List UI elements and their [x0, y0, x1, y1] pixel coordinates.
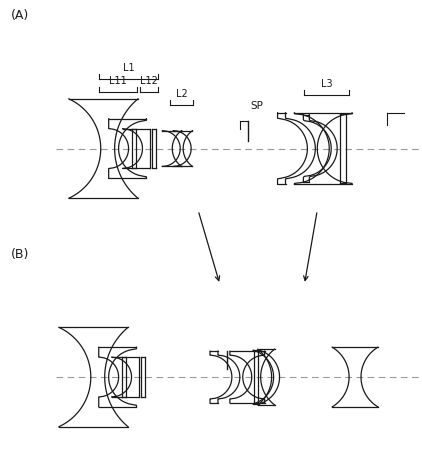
- Text: L3: L3: [321, 79, 333, 89]
- Text: (B): (B): [11, 248, 30, 261]
- Text: SP: SP: [251, 101, 264, 111]
- Text: L11: L11: [109, 76, 127, 86]
- Text: L1: L1: [123, 63, 134, 73]
- Text: (A): (A): [11, 9, 30, 22]
- Text: L12: L12: [141, 76, 158, 86]
- Text: L2: L2: [176, 89, 187, 99]
